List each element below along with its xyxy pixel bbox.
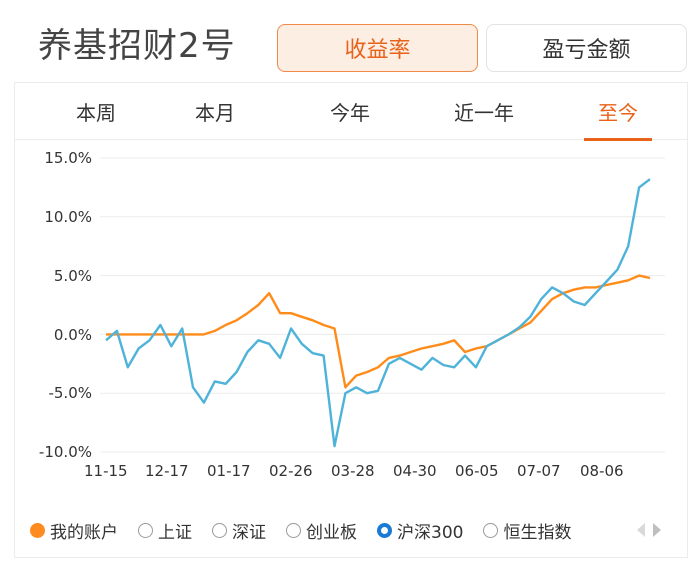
radio-unselected-icon [483,522,499,538]
series-line-hs300 [105,178,651,448]
legend-label: 沪深300 [397,522,464,543]
x-tick-label: 03-28 [331,462,375,480]
x-tick-label: 01-17 [207,462,251,480]
series-line-my-account [106,274,651,389]
tab-week[interactable]: 本周 [76,100,116,125]
x-tick-label: 12-17 [145,462,189,480]
profit-amount-button[interactable]: 盈亏金额 [486,24,687,72]
x-tick-label: 07-07 [517,462,561,480]
arrow-left-icon [637,523,645,537]
tab-one-year[interactable]: 近一年 [454,100,514,125]
y-tick-label: -10.0% [38,443,92,461]
legend: 我的账户 上证 深证 创业板 沪深300 恒生指数 [30,516,591,544]
chart-panel [14,82,688,558]
yield-rate-button[interactable]: 收益率 [277,24,478,72]
active-tab-underline [584,138,652,141]
x-tick-label: 04-30 [393,462,437,480]
fund-title: 养基招财2号 [38,26,236,66]
legend-item-shanghai[interactable]: 上证 [138,518,192,543]
tab-month[interactable]: 本月 [195,100,235,125]
legend-label: 上证 [158,522,192,543]
legend-item-my-account[interactable]: 我的账户 [30,518,118,543]
legend-label: 恒生指数 [503,522,572,543]
arrow-right-icon [653,523,661,537]
y-tick-label: -5.0% [48,384,92,402]
legend-label: 深证 [232,522,266,543]
period-tabs: 本周 本月 今年 近一年 至今 [14,82,688,140]
legend-scroll-arrows-icon[interactable] [636,521,664,539]
radio-selected-icon [377,522,392,538]
legend-label: 创业板 [306,522,357,543]
legend-item-chinext[interactable]: 创业板 [286,518,357,543]
legend-item-shenzhen[interactable]: 深证 [212,518,266,543]
legend-label: 我的账户 [50,522,118,543]
y-tick-label: 0.0% [53,326,92,344]
x-tick-label: 08-06 [580,462,624,480]
radio-unselected-icon [286,522,301,538]
y-tick-label: 10.0% [44,208,92,226]
radio-selected-icon [30,522,45,538]
x-tick-label: 02-26 [269,462,313,480]
tab-year[interactable]: 今年 [330,100,370,125]
radio-unselected-icon [212,522,227,538]
legend-item-hang-seng[interactable]: 恒生指数 [483,518,571,543]
legend-item-hs300[interactable]: 沪深300 [377,518,463,543]
tab-to-date[interactable]: 至今 [598,100,638,125]
y-tick-label: 5.0% [53,267,92,285]
y-tick-label: 15.0% [44,149,92,167]
radio-unselected-icon [138,522,153,538]
x-tick-label: 11-15 [84,462,128,480]
x-tick-label: 06-05 [455,462,499,480]
